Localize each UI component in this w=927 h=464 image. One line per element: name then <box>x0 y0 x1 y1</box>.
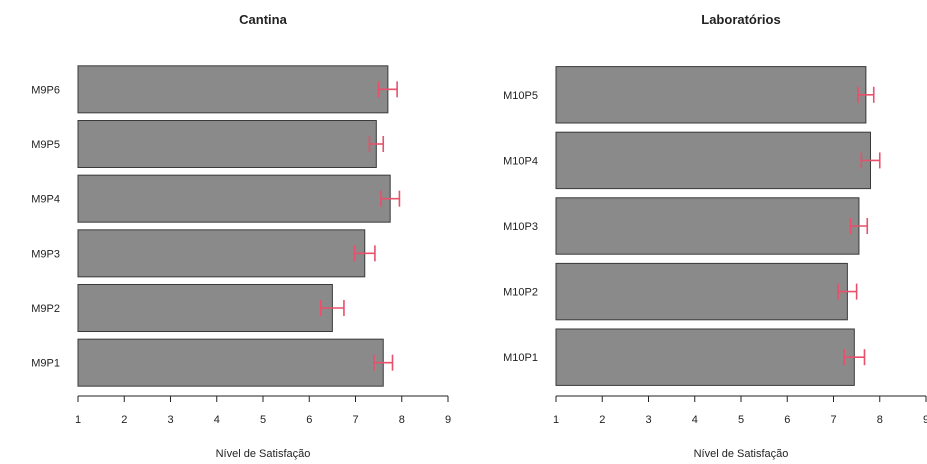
x-axis-label: Nível de Satisfação <box>216 448 311 460</box>
x-tick-label: 1 <box>553 414 559 426</box>
category-label: M9P1 <box>31 358 60 370</box>
bar-m9p1 <box>77 338 384 387</box>
category-label: M10P3 <box>503 221 538 233</box>
x-tick-label: 9 <box>445 414 451 426</box>
category-label: M10P1 <box>503 352 538 364</box>
x-tick-label: 9 <box>923 414 927 426</box>
x-axis-label: Nível de Satisfação <box>694 448 789 460</box>
category-label: M10P2 <box>503 287 538 299</box>
x-tick-label: 6 <box>784 414 790 426</box>
chart-title: Cantina <box>239 12 287 27</box>
bar-m10p3 <box>555 197 860 255</box>
x-tick-label: 7 <box>830 414 836 426</box>
category-label: M9P4 <box>31 194 60 206</box>
bar-m10p1 <box>555 328 855 386</box>
chart-panel-1: Cantina M9P1 M9P2 M9P3 M9P4 M9P5 M9P6 1 2 3 4 5 6 7 8 9… <box>31 12 451 460</box>
x-tick-label: 8 <box>399 414 405 426</box>
x-tick-label: 5 <box>738 414 744 426</box>
bar-m9p3 <box>77 229 366 278</box>
x-tick-label: 5 <box>260 414 266 426</box>
x-tick-label: 3 <box>645 414 651 426</box>
x-tick-label: 4 <box>214 414 220 426</box>
category-label: M9P3 <box>31 248 60 260</box>
bar-m9p2 <box>77 283 333 333</box>
x-tick-label: 8 <box>877 414 883 426</box>
bar-m9p4 <box>77 174 391 223</box>
x-tick-label: 2 <box>121 414 127 426</box>
bar-m10p4 <box>555 131 871 190</box>
x-tick-label: 2 <box>599 414 605 426</box>
bar-m10p2 <box>555 262 848 321</box>
x-tick-label: 1 <box>75 414 81 426</box>
bar-m9p5 <box>77 119 377 169</box>
x-tick-label: 6 <box>306 414 312 426</box>
chart-panel-2: Laboratórios M10P1 M10P2 M10P3 M10P4 M10P5 1 2 3… <box>503 12 927 460</box>
bar-m9p6 <box>77 65 389 114</box>
bar-m10p5 <box>555 66 867 124</box>
category-label: M9P6 <box>31 84 60 96</box>
category-label: M9P5 <box>31 139 60 151</box>
category-label: M9P2 <box>31 303 60 315</box>
category-label: M10P5 <box>503 90 538 102</box>
chart-title: Laboratórios <box>701 12 780 27</box>
category-label: M10P4 <box>503 155 538 167</box>
x-tick-label: 3 <box>167 414 173 426</box>
x-tick-label: 7 <box>352 414 358 426</box>
x-tick-label: 4 <box>692 414 698 426</box>
